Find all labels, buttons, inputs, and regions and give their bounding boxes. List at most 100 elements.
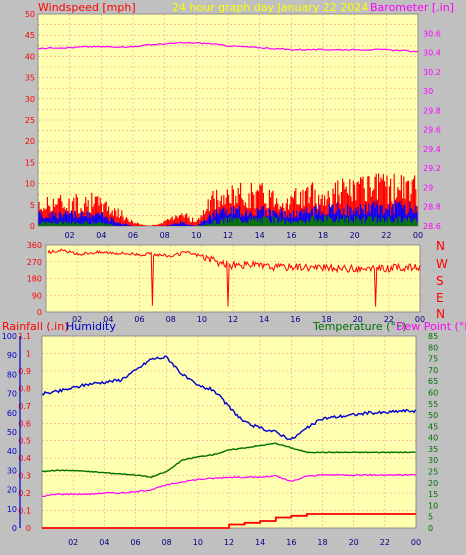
rainfall-y-tick: 0.9 (18, 367, 31, 376)
rainfall-y-tick: 0.5 (18, 437, 31, 446)
direction-x-tick: 14 (259, 315, 269, 324)
direction-panel-frame (45, 244, 421, 313)
direction-x-tick: 12 (228, 315, 238, 324)
compass-n-bottom: N (436, 307, 445, 321)
wind-x-tick: 08 (160, 231, 170, 240)
barometer-y-tick: 28.8 (423, 203, 441, 212)
wind-x-tick: 12 (223, 231, 233, 240)
humidity-y-tick: 100 (2, 332, 17, 341)
temperature-y-tick: 25 (428, 468, 438, 477)
temperature-y-tick: 30 (428, 456, 438, 465)
direction-y-tick: 180 (27, 275, 42, 284)
humidity-line (41, 355, 417, 441)
wind-x-tick: 14 (255, 231, 265, 240)
compass-e: E (436, 291, 444, 305)
direction-x-tick: 00 (415, 315, 425, 324)
temperature-y-tick: 50 (428, 411, 438, 420)
temperature-line (41, 442, 416, 479)
wind-x-tick: 18 (318, 231, 328, 240)
dew-point-line (42, 473, 416, 498)
humidity-y-tick: 60 (7, 409, 17, 418)
barometer-y-tick: 29.4 (423, 145, 441, 154)
direction-x-tick: 20 (353, 315, 363, 324)
humidity-axis-label: Humidity (66, 320, 116, 333)
temperature-y-tick: 45 (428, 422, 438, 431)
barometer-y-tick: 29.8 (423, 106, 441, 115)
temperature-y-tick: 20 (428, 479, 438, 488)
direction-y-tick: 270 (27, 258, 42, 267)
wind-y-tick: 20 (25, 137, 35, 146)
bottom-x-tick: 18 (317, 538, 327, 547)
temperature-y-tick: 80 (428, 343, 438, 352)
bottom-x-tick: 02 (68, 538, 78, 547)
temperature-y-tick: 40 (428, 434, 438, 443)
temperature-y-tick: 65 (428, 377, 438, 386)
direction-x-tick: 08 (166, 315, 176, 324)
barometer-y-tick: 30.4 (423, 49, 441, 58)
barometer-y-tick: 30.6 (423, 29, 441, 38)
direction-y-tick: 90 (32, 291, 42, 300)
bottom-x-tick: 10 (193, 538, 203, 547)
barometer-y-tick: 29.6 (423, 126, 441, 135)
bottom-x-tick: 16 (286, 538, 296, 547)
barometer-y-tick: 29 (423, 183, 433, 192)
humidity-y-tick: 90 (7, 351, 17, 360)
dew-point-axis-label: Dew Point (°F) (396, 320, 466, 333)
humidity-y-tick: 50 (7, 428, 17, 437)
graph-title: 24 hour graph day January 22 2024 (172, 1, 368, 14)
wind-direction-line (47, 248, 421, 307)
bottom-x-tick: 22 (380, 538, 390, 547)
wind-x-tick: 02 (65, 231, 75, 240)
bottom-x-tick: 20 (349, 538, 359, 547)
wind-x-tick: 06 (128, 231, 138, 240)
direction-x-tick: 18 (321, 315, 331, 324)
direction-x-tick: 02 (72, 315, 82, 324)
bottom-x-tick: 14 (255, 538, 265, 547)
temperature-y-tick: 5 (428, 513, 433, 522)
wind-y-tick: 0 (30, 222, 35, 231)
rainfall-y-tick: 0.2 (18, 489, 31, 498)
compass-n-top: N (436, 239, 445, 253)
barometer-y-tick: 30.2 (423, 68, 441, 77)
temperature-y-tick: 60 (428, 388, 438, 397)
wind-x-tick: 16 (286, 231, 296, 240)
direction-y-tick: 0 (37, 308, 42, 317)
wind-y-tick: 45 (25, 31, 35, 40)
wind-x-tick: 22 (381, 231, 391, 240)
temperature-y-tick: 55 (428, 400, 438, 409)
rainfall-y-tick: 0.3 (18, 472, 31, 481)
wind-y-tick: 15 (25, 158, 35, 167)
rainfall-y-tick: 0.7 (18, 402, 31, 411)
wind-x-tick: 20 (350, 231, 360, 240)
direction-y-tick: 360 (27, 241, 42, 250)
humidity-y-tick: 10 (7, 505, 17, 514)
wind-y-tick: 30 (25, 95, 35, 104)
direction-x-tick: 22 (384, 315, 394, 324)
rainfall-y-tick: 0.6 (18, 419, 31, 428)
bottom-x-tick: 06 (130, 538, 140, 547)
wind-x-tick: 10 (191, 231, 201, 240)
direction-x-tick: 06 (134, 315, 144, 324)
wind-y-tick: 40 (25, 52, 35, 61)
direction-x-tick: 10 (197, 315, 207, 324)
bottom-x-tick: 04 (99, 538, 109, 547)
temperature-y-tick: 35 (428, 445, 438, 454)
rainfall-y-tick: 0 (26, 524, 31, 533)
compass-s: S (436, 274, 444, 288)
rainfall-y-tick: 0.8 (18, 384, 31, 393)
rainfall-y-tick: 0.1 (18, 507, 31, 516)
temperature-y-tick: 0 (428, 524, 433, 533)
temperature-y-tick: 75 (428, 355, 438, 364)
wind-y-tick: 10 (25, 180, 35, 189)
barometer-line (37, 41, 419, 53)
wind-axis-label: Windspeed [mph] (38, 1, 136, 14)
humidity-y-tick: 80 (7, 370, 17, 379)
direction-x-tick: 04 (103, 315, 113, 324)
barometer-axis-label: Barometer [.in] (370, 1, 454, 14)
wind-y-tick: 5 (30, 201, 35, 210)
barometer-y-tick: 30 (423, 87, 433, 96)
wind-x-tick: 04 (96, 231, 106, 240)
rainfall-y-tick: 1 (26, 349, 31, 358)
